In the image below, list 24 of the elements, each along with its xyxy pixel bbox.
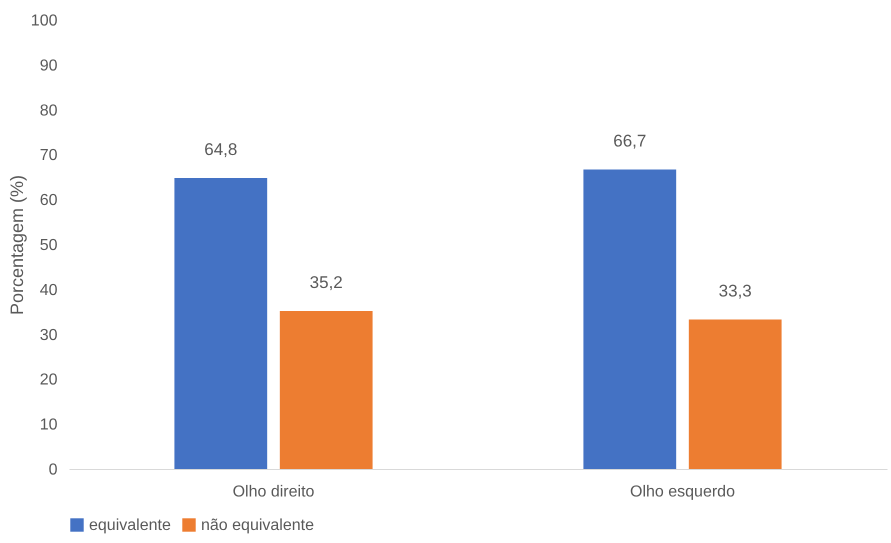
y-tick-label: 80 xyxy=(40,102,58,120)
x-tick-label: Olho esquerdo xyxy=(630,484,736,500)
y-tick-label: 90 xyxy=(40,57,58,74)
data-label: 66,7 xyxy=(613,132,646,151)
data-label: 64,8 xyxy=(204,140,238,160)
bar xyxy=(280,310,373,469)
y-tick-label: 30 xyxy=(40,326,58,344)
data-label: 33,3 xyxy=(718,281,752,300)
bar xyxy=(583,170,676,469)
x-tick-label: Olho direito xyxy=(232,484,315,500)
y-tick-label: 10 xyxy=(40,416,58,434)
y-tick-label: 40 xyxy=(40,282,58,299)
bar xyxy=(174,178,268,469)
y-tick-label: 100 xyxy=(30,12,58,30)
y-axis-title: Porcentagem (%) xyxy=(6,174,27,316)
y-tick-label: 70 xyxy=(40,147,58,164)
y-tick-label: 20 xyxy=(40,372,58,389)
y-tick-label: 60 xyxy=(40,192,58,210)
y-tick-label: 0 xyxy=(48,462,58,478)
data-label: 35,2 xyxy=(310,272,343,292)
legend-label: não equivalente xyxy=(201,517,314,534)
y-tick-label: 50 xyxy=(40,237,58,254)
bar xyxy=(688,319,782,469)
legend-label: equivalente xyxy=(89,517,171,534)
